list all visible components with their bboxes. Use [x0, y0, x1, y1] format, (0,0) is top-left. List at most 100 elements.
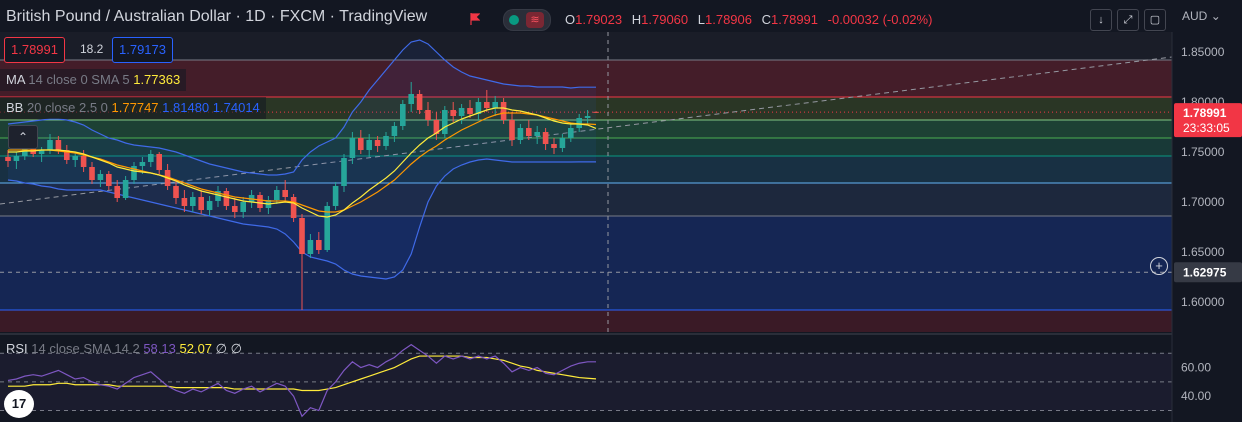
rsi-name: RSI	[6, 341, 28, 356]
trend-line	[0, 56, 1173, 205]
candle-body	[467, 108, 473, 114]
candle-body	[492, 102, 498, 108]
candle-body	[274, 190, 280, 200]
candle-body	[374, 140, 381, 146]
candle-body	[534, 132, 540, 136]
ohlc-close-label: C	[761, 12, 772, 27]
fib-zone	[0, 138, 1172, 156]
candle-body	[316, 240, 322, 250]
price-axis: 1.850001.800001.750001.700001.650001.600…	[1171, 0, 1242, 422]
rsi-value: 58.13	[143, 341, 176, 356]
candle-body	[13, 156, 20, 161]
chevron-down-icon: ⌄	[1210, 9, 1221, 23]
candle-body	[400, 104, 406, 126]
candle-body	[240, 202, 246, 212]
symbol-title[interactable]: British Pound / Australian Dollar · 1D ·…	[6, 8, 428, 25]
bb-lower-value: 1.74014	[212, 100, 260, 115]
collapse-legend-button[interactable]: ⌃	[8, 125, 38, 149]
bb-upper-line	[7, 39, 596, 176]
bb-legend[interactable]: BB 20 close 2.5 0 1.77747 1.81480 1.7401…	[0, 97, 266, 119]
candle-body	[173, 186, 179, 198]
candle-body	[324, 206, 330, 250]
candle-body	[358, 138, 364, 150]
ohlc-change-value: -0.00032 (-0.02%)	[827, 12, 933, 27]
candle-body	[500, 102, 507, 120]
candle-body	[509, 120, 515, 140]
candle-body	[383, 136, 389, 146]
candle-body	[22, 148, 28, 156]
spread-value: 18.2	[80, 42, 104, 56]
price-tick-label: 1.70000	[1181, 195, 1225, 209]
candle-body	[299, 218, 305, 254]
fib-zone	[0, 216, 1172, 310]
candle-body	[307, 240, 314, 254]
download-icon[interactable]: ↓	[1090, 9, 1112, 31]
candle-body	[584, 116, 591, 118]
bb-upper-value: 1.81480	[162, 100, 210, 115]
bb-name: BB	[6, 100, 24, 115]
ohlc-high-value: 1.79060	[641, 12, 689, 27]
flag-icon[interactable]	[470, 13, 480, 25]
ohlc-close-value: 1.78991	[771, 12, 819, 27]
rsi-ma-value: 52.07	[179, 341, 213, 356]
rsi-tick-label: 40.00	[1181, 389, 1211, 403]
crosshair-price-tag	[1174, 262, 1242, 283]
candle-body	[290, 197, 297, 218]
candle-body	[223, 191, 230, 206]
ohlc-low-value: 1.78906	[705, 12, 752, 27]
candle-body	[282, 190, 288, 197]
candle-body	[198, 197, 204, 210]
ma-name: MA	[6, 72, 25, 87]
candle-body	[366, 140, 372, 150]
candle-body	[349, 138, 356, 158]
fib-zone	[0, 156, 1172, 183]
rsi-extra-1: ∅	[215, 341, 227, 356]
add-alert-icon[interactable]: +	[1150, 257, 1168, 275]
candle-body	[206, 201, 213, 210]
candle-body	[89, 167, 95, 180]
tradingview-logo[interactable]: 17	[4, 390, 34, 418]
bb-fill	[8, 40, 596, 279]
candlesticks	[5, 82, 599, 310]
fullscreen-icon[interactable]: ⤢	[1117, 9, 1139, 31]
candle-body	[391, 126, 398, 136]
candle-body	[433, 120, 440, 134]
price-axis-background	[1172, 0, 1242, 422]
candle-body	[148, 154, 154, 162]
sell-button[interactable]: 1.78991	[4, 37, 65, 63]
ohlc-low-label: L	[697, 12, 705, 27]
crosshair-price-label: 1.62975	[1183, 265, 1227, 279]
candle-body	[559, 138, 566, 148]
indicator-lines	[8, 107, 597, 218]
candle-body	[484, 102, 490, 108]
candle-body	[97, 174, 104, 180]
ma-params: 14 close 0 SMA 5	[28, 72, 130, 87]
screenshot-icon[interactable]: ▢	[1144, 9, 1166, 31]
wave-icon: ≋	[526, 12, 544, 28]
candle-body	[425, 110, 431, 120]
buy-button[interactable]: 1.79173	[112, 37, 173, 63]
candle-body	[47, 140, 53, 150]
candle-body	[593, 111, 599, 113]
rsi-ma-line	[8, 355, 597, 392]
candle-body	[114, 186, 120, 198]
candle-body	[576, 118, 582, 128]
ma-line	[8, 107, 597, 218]
candle-body	[526, 128, 532, 136]
rsi-extra-2: ∅	[230, 341, 242, 356]
candle-body	[190, 197, 196, 206]
candle-body	[5, 157, 11, 161]
currency-selector[interactable]: AUD ⌄	[1182, 9, 1221, 23]
candle-body	[181, 198, 188, 206]
market-status-toggle[interactable]: ≋	[503, 9, 551, 31]
current-price-tag	[1174, 103, 1242, 138]
ma-legend[interactable]: MA 14 close 0 SMA 5 1.77363	[0, 69, 187, 91]
candle-body	[442, 110, 448, 134]
rsi-tick-label: 60.00	[1181, 361, 1211, 375]
candle-body	[38, 150, 45, 154]
fib-zone	[0, 60, 1172, 97]
rsi-legend[interactable]: RSI 14 close SMA 14 2 58.13 52.07 ∅ ∅	[6, 341, 242, 357]
price-tick-label: 1.75000	[1181, 145, 1225, 159]
candle-body	[156, 154, 162, 170]
